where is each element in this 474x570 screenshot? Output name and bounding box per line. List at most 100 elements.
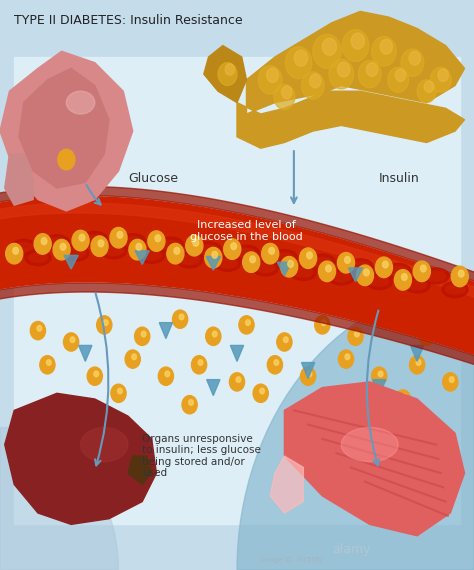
- Circle shape: [322, 38, 337, 55]
- Ellipse shape: [214, 255, 240, 271]
- Circle shape: [383, 261, 388, 268]
- Ellipse shape: [341, 428, 398, 462]
- Polygon shape: [348, 268, 363, 282]
- Circle shape: [46, 360, 51, 365]
- Circle shape: [182, 396, 197, 414]
- Circle shape: [236, 377, 241, 382]
- Circle shape: [269, 247, 274, 254]
- Circle shape: [239, 316, 254, 334]
- Ellipse shape: [119, 234, 146, 250]
- Ellipse shape: [66, 91, 95, 114]
- Circle shape: [87, 367, 102, 385]
- Circle shape: [212, 331, 217, 337]
- Text: TYPE II DIABETES: Insulin Resistance: TYPE II DIABETES: Insulin Resistance: [14, 14, 243, 27]
- Circle shape: [331, 405, 336, 411]
- Circle shape: [118, 388, 122, 394]
- Ellipse shape: [351, 262, 370, 271]
- Circle shape: [301, 72, 324, 99]
- Ellipse shape: [14, 243, 33, 252]
- Circle shape: [282, 86, 292, 99]
- Text: Increased level of
glucose in the blood: Increased level of glucose in the blood: [190, 220, 303, 242]
- Bar: [14, 57, 460, 524]
- Circle shape: [326, 265, 331, 272]
- Circle shape: [250, 256, 255, 263]
- Circle shape: [378, 371, 383, 377]
- Circle shape: [70, 337, 75, 343]
- Circle shape: [375, 257, 392, 278]
- Ellipse shape: [256, 263, 275, 272]
- Circle shape: [225, 64, 235, 75]
- Text: Glucose: Glucose: [128, 172, 178, 185]
- Circle shape: [231, 243, 237, 250]
- Circle shape: [191, 356, 207, 374]
- Circle shape: [135, 327, 150, 345]
- Circle shape: [97, 316, 112, 334]
- Circle shape: [218, 63, 237, 86]
- Circle shape: [30, 321, 46, 340]
- Circle shape: [193, 239, 199, 246]
- Polygon shape: [64, 255, 78, 269]
- Circle shape: [420, 265, 426, 272]
- Circle shape: [394, 270, 411, 290]
- Ellipse shape: [66, 249, 85, 258]
- Wedge shape: [237, 285, 474, 570]
- Circle shape: [424, 81, 434, 92]
- Circle shape: [37, 325, 42, 331]
- Circle shape: [458, 270, 464, 277]
- Ellipse shape: [237, 249, 256, 258]
- Ellipse shape: [427, 271, 446, 280]
- Circle shape: [401, 49, 424, 76]
- Circle shape: [277, 333, 292, 351]
- Circle shape: [53, 239, 70, 260]
- Circle shape: [186, 235, 203, 256]
- Circle shape: [410, 356, 425, 374]
- Circle shape: [355, 331, 359, 337]
- Circle shape: [6, 243, 23, 264]
- Circle shape: [345, 256, 350, 263]
- Circle shape: [262, 243, 279, 264]
- Circle shape: [274, 360, 279, 365]
- Circle shape: [329, 59, 354, 89]
- Circle shape: [319, 261, 336, 282]
- Text: alamy: alamy: [332, 543, 370, 556]
- Circle shape: [266, 68, 278, 82]
- Circle shape: [416, 360, 421, 365]
- Polygon shape: [284, 382, 465, 536]
- Circle shape: [321, 320, 326, 325]
- Ellipse shape: [100, 243, 127, 259]
- Ellipse shape: [328, 269, 354, 285]
- Circle shape: [301, 367, 316, 385]
- Circle shape: [229, 373, 245, 391]
- Ellipse shape: [180, 255, 199, 264]
- Circle shape: [260, 388, 264, 394]
- Circle shape: [243, 252, 260, 272]
- Circle shape: [258, 66, 282, 94]
- Circle shape: [388, 67, 409, 92]
- Circle shape: [103, 320, 108, 325]
- Ellipse shape: [142, 251, 161, 260]
- Polygon shape: [270, 456, 303, 513]
- Polygon shape: [277, 262, 292, 276]
- Circle shape: [372, 367, 387, 385]
- Ellipse shape: [290, 264, 317, 280]
- Circle shape: [294, 50, 308, 66]
- Circle shape: [307, 252, 312, 259]
- Ellipse shape: [28, 253, 47, 262]
- Circle shape: [174, 247, 180, 254]
- Circle shape: [98, 240, 104, 247]
- Ellipse shape: [404, 277, 430, 293]
- Polygon shape: [0, 51, 133, 211]
- Circle shape: [372, 36, 396, 66]
- Circle shape: [117, 231, 123, 238]
- Circle shape: [337, 253, 355, 273]
- Ellipse shape: [366, 274, 392, 290]
- Circle shape: [205, 247, 222, 268]
- Circle shape: [283, 337, 288, 343]
- Polygon shape: [410, 345, 424, 361]
- Circle shape: [155, 235, 161, 242]
- Circle shape: [110, 227, 127, 248]
- Circle shape: [409, 51, 420, 65]
- Circle shape: [267, 356, 283, 374]
- Circle shape: [72, 230, 89, 251]
- Ellipse shape: [385, 263, 411, 279]
